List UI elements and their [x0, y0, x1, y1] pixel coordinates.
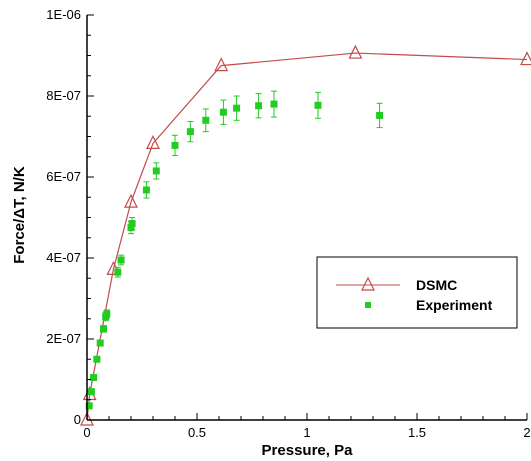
legend-experiment-marker [365, 302, 371, 308]
dsmc-series-line [86, 52, 528, 421]
experiment-point [103, 310, 111, 318]
dsmc-point [520, 51, 531, 66]
experiment-point [202, 116, 210, 124]
experiment-point [270, 100, 278, 108]
plot-area [80, 44, 531, 426]
legend: DSMC Experiment [316, 256, 518, 329]
dsmc-point [146, 135, 160, 149]
dsmc-point [106, 260, 121, 275]
y-tick-label: 8E-07 [46, 88, 81, 103]
legend-experiment-label: Experiment [416, 297, 493, 313]
experiment-point [376, 111, 384, 119]
dsmc-point [80, 411, 94, 426]
experiment-point [100, 325, 107, 333]
experiment-point [233, 104, 241, 112]
experiment-point [93, 355, 101, 363]
experiment-point [85, 402, 93, 410]
experiment-point [90, 373, 98, 381]
y-tick-label: 2E-07 [46, 331, 81, 346]
y-axis-title: Force/ΔT, N/K [11, 166, 28, 264]
y-tick-label: 6E-07 [46, 169, 81, 184]
x-tick-label: 2 [523, 425, 530, 440]
dsmc-point [124, 193, 138, 208]
x-tick-label: 1.5 [408, 425, 426, 440]
legend-dsmc-marker [361, 276, 375, 291]
experiment-point [96, 339, 104, 347]
legend-dsmc-label: DSMC [416, 277, 457, 293]
experiment-point [117, 256, 125, 264]
y-tick-label: 4E-07 [46, 250, 81, 265]
experiment-point [186, 128, 194, 136]
dsmc-point [348, 44, 363, 59]
experiment-point [142, 186, 150, 194]
experiment-point [128, 220, 136, 228]
x-tick-label: 1 [303, 425, 310, 440]
experiment-point [171, 141, 179, 149]
axes: 0 0.5 1 1.5 2 0 2E-07 4E-07 6E-07 8E-07 1E-06 [46, 7, 530, 440]
y-tick-label: 0 [74, 412, 81, 427]
experiment-point [219, 108, 227, 116]
experiment-point [255, 102, 263, 110]
legend-box [316, 256, 518, 329]
dsmc-point [214, 57, 229, 72]
experiment-point [127, 224, 135, 232]
y-tick-label: 1E-06 [46, 7, 81, 22]
experiment-point [152, 167, 160, 175]
x-axis-title: Pressure, Pa [262, 442, 354, 459]
experiment-point [314, 101, 322, 109]
experiment-point [87, 388, 95, 396]
x-tick-label: 0 [83, 425, 90, 440]
experiment-point [114, 268, 122, 276]
x-tick-label: 0.5 [188, 425, 206, 440]
